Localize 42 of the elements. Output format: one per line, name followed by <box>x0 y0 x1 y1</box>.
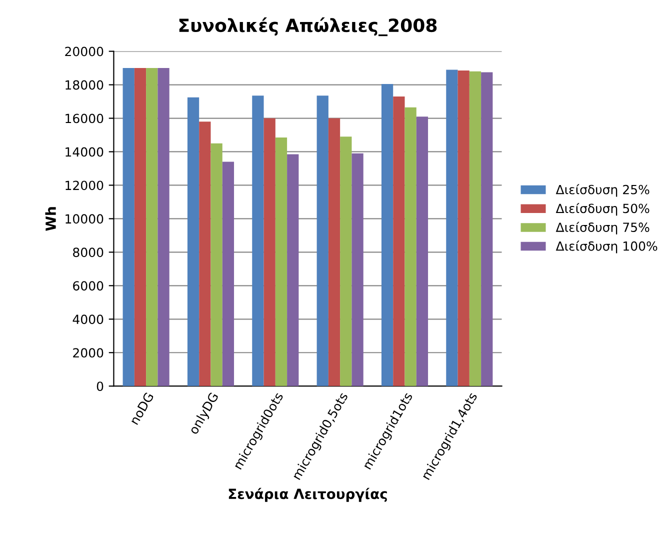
y-tick-label: 0 <box>96 382 104 392</box>
bar <box>446 70 458 386</box>
bar <box>458 70 470 386</box>
bar <box>252 96 264 386</box>
bar <box>134 68 146 386</box>
legend-label: Διείσδυση 50% <box>556 202 650 216</box>
bar <box>146 68 158 386</box>
y-tick-label: 8000 <box>73 248 104 258</box>
legend-label: Διείσδυση 75% <box>556 222 650 234</box>
y-tick-label: 16000 <box>66 114 104 124</box>
bar <box>222 162 234 386</box>
y-tick-label: 2000 <box>73 348 104 358</box>
bar <box>210 143 222 386</box>
y-tick-label: 6000 <box>73 281 104 291</box>
bar <box>340 136 352 386</box>
bar <box>287 154 299 386</box>
y-tick-label: 12000 <box>66 180 104 190</box>
bar <box>187 97 200 386</box>
y-tick-label: 14000 <box>66 147 104 157</box>
bar <box>199 122 211 386</box>
bar <box>404 107 416 386</box>
bar <box>352 153 364 386</box>
x-axis-title: Σενάρια Λειτουργίας <box>228 488 387 502</box>
bar <box>416 116 428 386</box>
y-tick-label: 18000 <box>66 80 104 90</box>
bar <box>328 118 340 386</box>
y-tick-label: 10000 <box>66 214 104 224</box>
bar <box>316 96 328 386</box>
bar <box>393 96 405 386</box>
bar <box>122 68 134 386</box>
legend-label: Διείσδυση 100% <box>556 240 658 254</box>
bar <box>381 84 394 386</box>
y-tick-label: 4000 <box>72 314 104 324</box>
bar <box>469 71 482 386</box>
bar <box>275 138 288 386</box>
bar <box>158 68 170 386</box>
y-tick-label: 20000 <box>65 46 104 56</box>
y-axis-title: Wh <box>45 207 56 231</box>
legend-label: Διείσδυση 25% <box>556 184 650 197</box>
bar <box>481 72 493 386</box>
bar <box>264 118 276 386</box>
chart-title: Συνολικές Απώλειες_2008 <box>179 17 437 36</box>
